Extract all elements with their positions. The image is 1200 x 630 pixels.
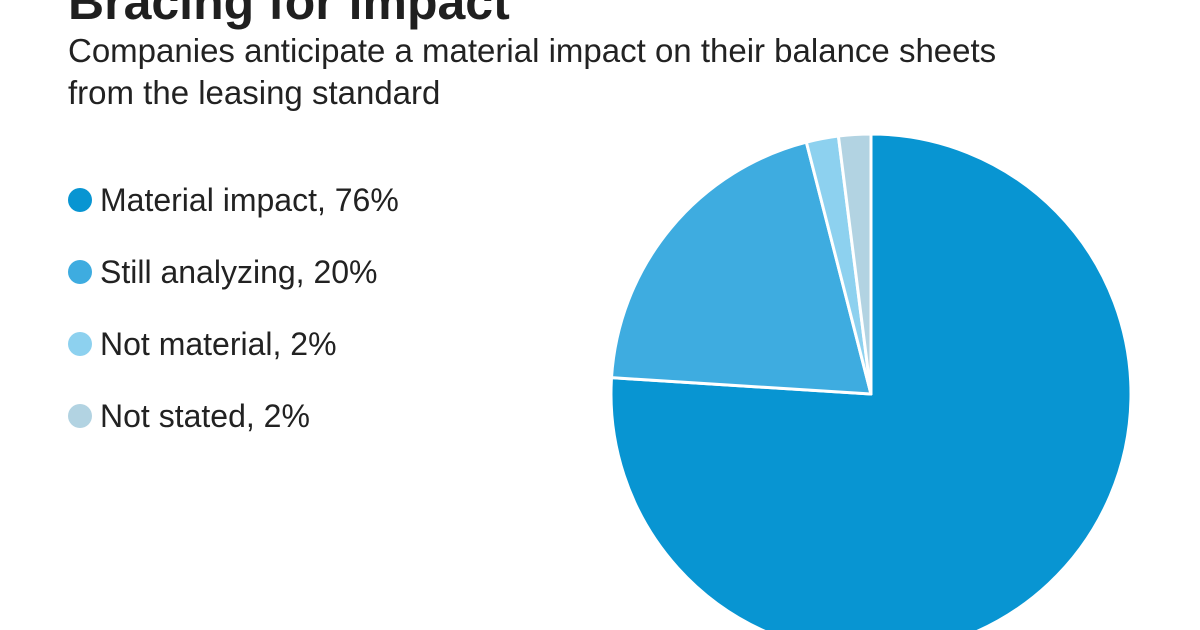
chart-subtitle: Companies anticipate a material impact o…: [68, 32, 997, 111]
pie-slice-material-impact: [609, 132, 1133, 630]
legend-item-material-impact: Material impact, 76%: [68, 164, 399, 236]
legend-swatch-still-analyzing: [68, 260, 92, 284]
legend-label-material-impact: Material impact, 76%: [100, 182, 399, 218]
legend-swatch-material-impact: [68, 188, 92, 212]
legend-item-not-material: Not material, 2%: [68, 308, 399, 380]
legend-item-still-analyzing: Still analyzing, 20%: [68, 236, 399, 308]
legend-label-not-material: Not material, 2%: [100, 326, 337, 362]
legend-swatch-not-stated: [68, 404, 92, 428]
chart-title: Bracing for impact: [68, 0, 510, 30]
legend-item-not-stated: Not stated, 2%: [68, 380, 399, 452]
pie-slice-still-analyzing: [610, 140, 873, 396]
legend-swatch-not-material: [68, 332, 92, 356]
legend-label-still-analyzing: Still analyzing, 20%: [100, 254, 378, 290]
chart-legend: Material impact, 76% Still analyzing, 20…: [68, 164, 399, 452]
legend-label-not-stated: Not stated, 2%: [100, 398, 310, 434]
pie-slice-not-stated: [836, 132, 873, 396]
